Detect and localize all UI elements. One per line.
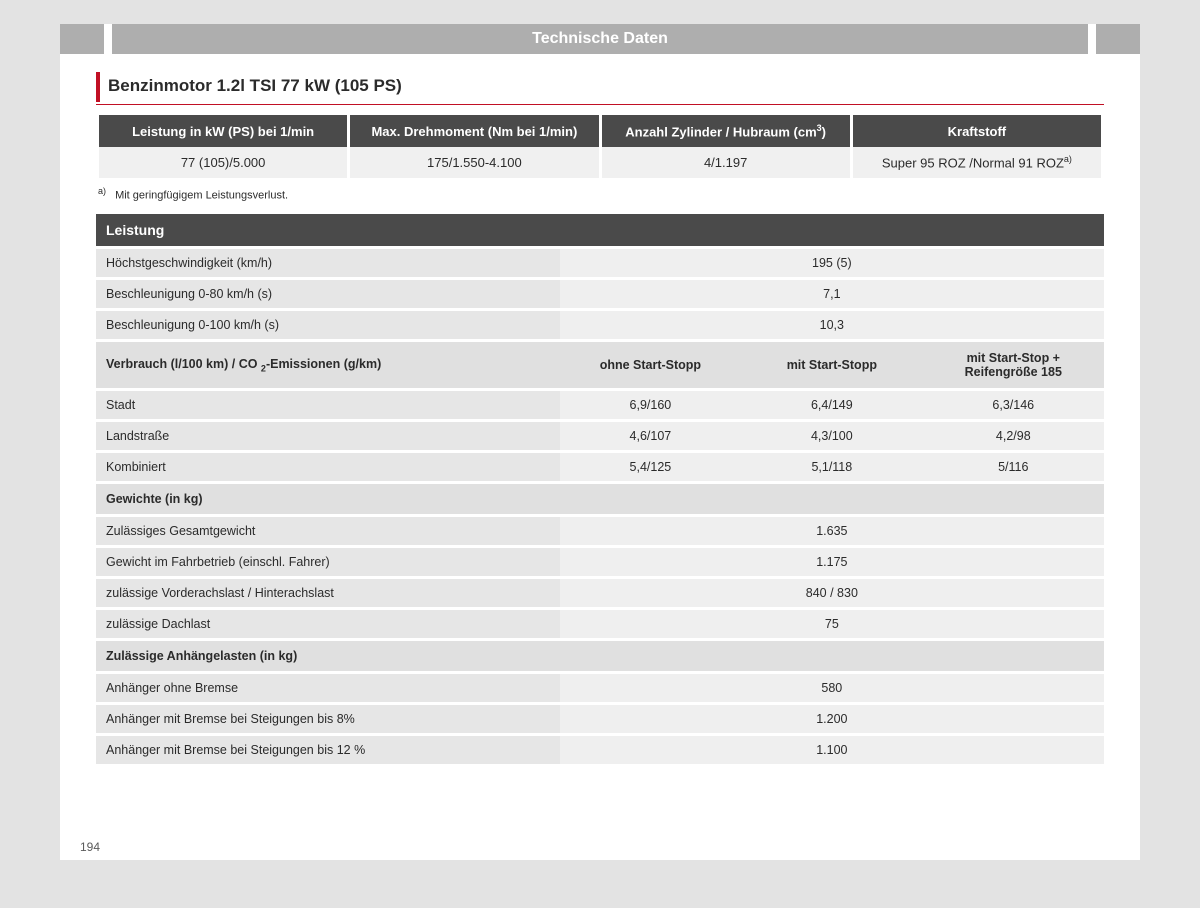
- cons-row-label: Kombiniert: [96, 453, 560, 481]
- spec-val-fuel: Super 95 ROZ /Normal 91 ROZa): [853, 147, 1101, 177]
- cons-row-label: Landstraße: [96, 422, 560, 450]
- header-tab-bar: Technische Daten: [60, 24, 1140, 54]
- section-trailer: Zulässige Anhängelasten (in kg): [96, 641, 1104, 671]
- cons-label-pre: Verbrauch (l/100 km) / CO: [106, 357, 261, 371]
- trailer-row-val: 580: [560, 674, 1104, 702]
- engine-title: Benzinmotor 1.2l TSI 77 kW (105 PS): [96, 72, 1104, 102]
- cons-row-v2: 4,3/100: [741, 422, 922, 450]
- cons-row-v2: 6,4/149: [741, 391, 922, 419]
- weight-row-val: 75: [560, 610, 1104, 638]
- page-number: 194: [80, 840, 100, 854]
- document-page: Technische Daten Benzinmotor 1.2l TSI 77…: [60, 24, 1140, 860]
- consumption-col2: mit Start-Stopp: [741, 342, 922, 388]
- cons-row-v3: 4,2/98: [923, 422, 1104, 450]
- footnote: a) Mit geringfügigem Leistungsverlust.: [96, 178, 1104, 212]
- accent-divider: [96, 104, 1104, 105]
- cons-row-label: Stadt: [96, 391, 560, 419]
- perf-row-label: Beschleunigung 0-100 km/h (s): [96, 311, 560, 339]
- trailer-row-label: Anhänger mit Bremse bei Steigungen bis 1…: [96, 736, 560, 764]
- spec-val-fuel-text: Super 95 ROZ /Normal 91 ROZ: [882, 156, 1064, 171]
- consumption-col1: ohne Start-Stopp: [560, 342, 741, 388]
- tab-stub-left: [60, 24, 104, 54]
- trailer-row-val: 1.200: [560, 705, 1104, 733]
- cons-row-v1: 4,6/107: [560, 422, 741, 450]
- consumption-header-label: Verbrauch (l/100 km) / CO 2-Emissionen (…: [96, 342, 560, 388]
- spec-col-cyl-text: Anzahl Zylinder / Hubraum (cm: [625, 124, 816, 139]
- close-paren: ): [822, 124, 826, 139]
- footnote-text: Mit geringfügigem Leistungsverlust.: [115, 189, 288, 201]
- spec-col-torque: Max. Drehmoment (Nm bei 1/min): [350, 115, 598, 147]
- spec-val-torque: 175/1.550-4.100: [350, 147, 598, 177]
- perf-row-val: 7,1: [560, 280, 1104, 308]
- spec-col-fuel: Kraftstoff: [853, 115, 1101, 147]
- weight-row-val: 840 / 830: [560, 579, 1104, 607]
- content-area: Benzinmotor 1.2l TSI 77 kW (105 PS) Leis…: [80, 54, 1120, 767]
- section-weights: Gewichte (in kg): [96, 484, 1104, 514]
- cons-row-v1: 5,4/125: [560, 453, 741, 481]
- cons-row-v2: 5,1/118: [741, 453, 922, 481]
- weight-row-label: Gewicht im Fahrbetrieb (einschl. Fahrer): [96, 548, 560, 576]
- trailer-row-label: Anhänger mit Bremse bei Steigungen bis 8…: [96, 705, 560, 733]
- cons-row-v3: 6,3/146: [923, 391, 1104, 419]
- cons-label-post: -Emissionen (g/km): [266, 357, 381, 371]
- fuel-footnote-mark: a): [1064, 154, 1072, 164]
- data-table: Leistung Höchstgeschwindigkeit (km/h) 19…: [96, 211, 1104, 767]
- perf-row-label: Beschleunigung 0-80 km/h (s): [96, 280, 560, 308]
- tab-gap-right: [1088, 24, 1096, 54]
- spec-val-power: 77 (105)/5.000: [99, 147, 347, 177]
- spec-col-power: Leistung in kW (PS) bei 1/min: [99, 115, 347, 147]
- tab-stub-right: [1096, 24, 1140, 54]
- weight-row-val: 1.175: [560, 548, 1104, 576]
- weight-row-label: zulässige Vorderachslast / Hinterachslas…: [96, 579, 560, 607]
- perf-row-val: 10,3: [560, 311, 1104, 339]
- weight-row-label: zulässige Dachlast: [96, 610, 560, 638]
- perf-row-val: 195 (5): [560, 249, 1104, 277]
- weight-row-val: 1.635: [560, 517, 1104, 545]
- cons-row-v3: 5/116: [923, 453, 1104, 481]
- spec-header-table: Leistung in kW (PS) bei 1/min Max. Drehm…: [96, 115, 1104, 178]
- tab-gap-left: [104, 24, 112, 54]
- footnote-mark: a): [98, 186, 106, 196]
- spec-col-cylinders: Anzahl Zylinder / Hubraum (cm3): [602, 115, 850, 147]
- section-performance: Leistung: [96, 214, 1104, 246]
- spec-val-cylinders: 4/1.197: [602, 147, 850, 177]
- consumption-col3: mit Start-Stop + Reifengröße 185: [923, 342, 1104, 388]
- header-tab-title: Technische Daten: [112, 24, 1088, 54]
- cons-row-v1: 6,9/160: [560, 391, 741, 419]
- trailer-row-val: 1.100: [560, 736, 1104, 764]
- trailer-row-label: Anhänger ohne Bremse: [96, 674, 560, 702]
- perf-row-label: Höchstgeschwindigkeit (km/h): [96, 249, 560, 277]
- weight-row-label: Zulässiges Gesamtgewicht: [96, 517, 560, 545]
